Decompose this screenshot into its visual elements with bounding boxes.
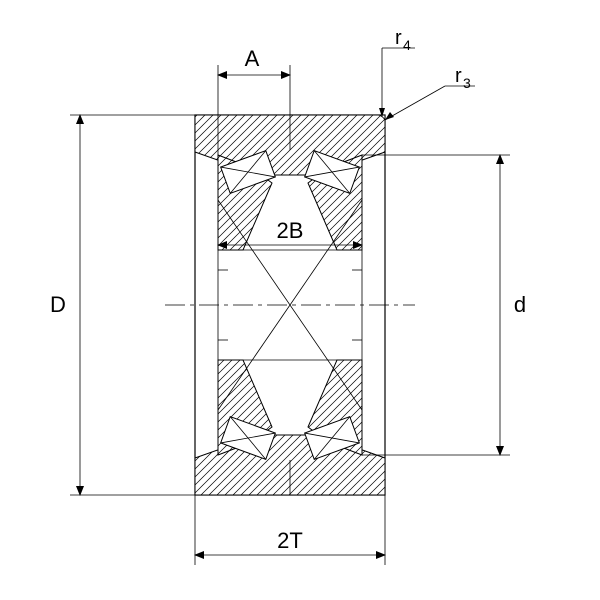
label-A: A [245,46,260,71]
label-r3: r [455,65,462,87]
label-2T: 2T [277,528,303,553]
dim-r4: r 4 [379,27,415,117]
label-d: d [514,292,526,317]
dim-r3: r 3 [385,65,475,120]
bearing-diagram: D d A 2T 2B r 4 r 3 [0,0,600,600]
label-D: D [50,292,66,317]
bearing-body [165,115,415,495]
label-r4: r [395,27,402,49]
label-2B: 2B [277,218,304,243]
dim-2T: 2T [195,495,385,565]
label-r3-sub: 3 [463,75,471,91]
label-r4-sub: 4 [403,37,411,53]
